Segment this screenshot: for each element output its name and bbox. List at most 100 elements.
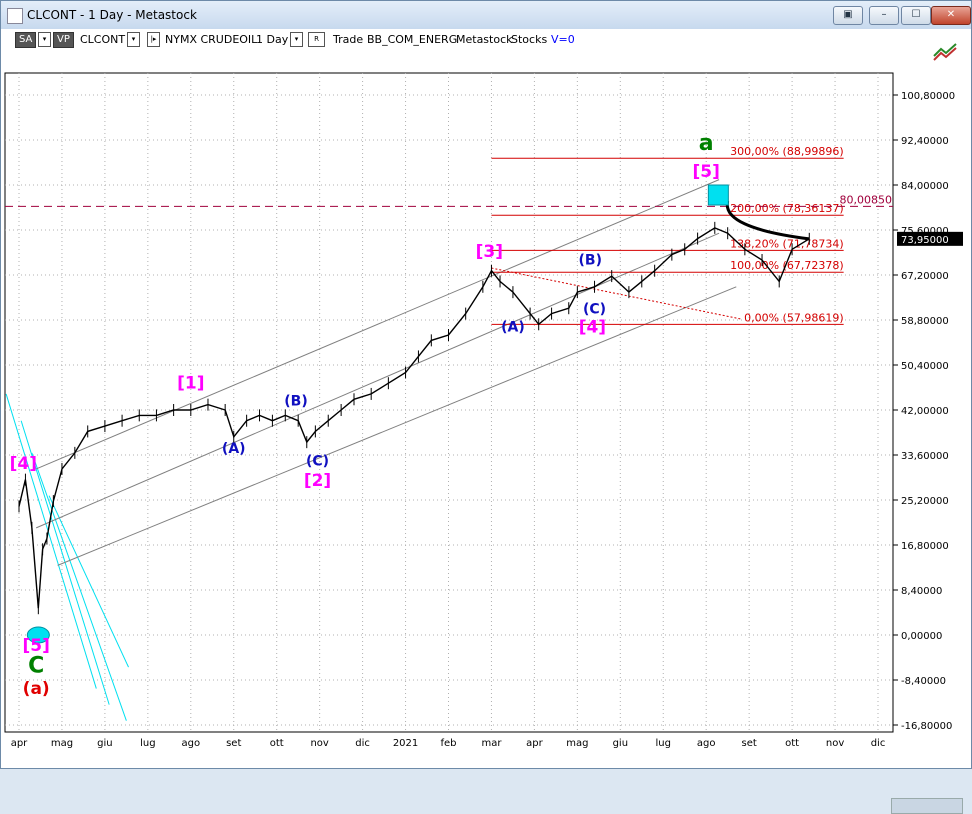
x-tick-label: set <box>742 738 757 749</box>
x-tick-label: ott <box>785 738 799 749</box>
wave-label: C <box>28 654 44 679</box>
instrument-name: NYMX CRUDEOIL <box>165 33 258 46</box>
nav-icon[interactable]: |▸ <box>147 32 160 47</box>
x-tick-label: mag <box>51 738 73 749</box>
cyan-channel-line <box>5 393 97 689</box>
last-price-label: 73,95000 <box>901 235 949 246</box>
y-tick-label: 33,60000 <box>901 451 949 462</box>
mode-button-label: R <box>314 35 319 43</box>
x-tick-label: ago <box>182 738 201 749</box>
x-tick-label: mag <box>566 738 588 749</box>
x-tick-label: dic <box>355 738 370 749</box>
symbol-dropdown-icon[interactable]: ▾ <box>127 32 140 47</box>
channel-middle <box>35 232 720 529</box>
x-tick-label: nov <box>310 738 328 749</box>
x-tick-label: feb <box>440 738 456 749</box>
wave-label: (a) <box>23 679 50 699</box>
wave-label: (C) <box>306 454 329 470</box>
y-tick-label: 42,00000 <box>901 406 949 417</box>
channel-lower <box>57 286 737 566</box>
cyan-channel-line <box>31 452 127 721</box>
channel-upper <box>35 179 720 470</box>
x-tick-label: giu <box>613 738 628 749</box>
mode-button[interactable]: R <box>308 32 325 47</box>
restore-chart-button[interactable]: ▣ <box>833 6 863 25</box>
fib-level-label: 300,00% (88,99896) <box>730 145 844 158</box>
wave-label: a <box>699 131 714 156</box>
sa-button[interactable]: SA <box>15 32 37 48</box>
plot-frame <box>4 72 894 733</box>
x-tick-label: ago <box>697 738 716 749</box>
sa-dropdown-icon[interactable]: ▾ <box>38 32 51 47</box>
source-label: Metastock <box>456 33 513 46</box>
close-button[interactable]: ✕ <box>931 6 971 25</box>
x-tick-label: apr <box>526 738 543 749</box>
wave-label: [4] <box>10 454 37 474</box>
minimize-button[interactable]: – <box>869 6 899 25</box>
window-title: CLCONT - 1 Day - Metastock <box>27 8 197 22</box>
x-tick-label: ott <box>270 738 284 749</box>
y-tick-label: 16,80000 <box>901 541 949 552</box>
price-chart[interactable]: apr mag giu lug ago set ott nov dic 2021 feb mar apr… <box>1 53 971 768</box>
wave-label: (A) <box>222 441 246 457</box>
app-icon <box>7 8 23 24</box>
y-tick-label: -16,80000 <box>901 721 952 732</box>
y-tick-label: 0,00000 <box>901 631 942 642</box>
wave-label: [5] <box>22 636 49 656</box>
x-tick-label: 2021 <box>393 738 418 749</box>
y-tick-label: 84,00000 <box>901 181 949 192</box>
wave-label: (A) <box>501 319 525 335</box>
wave-label: (C) <box>583 302 606 318</box>
y-tick-label: 75,60000 <box>901 226 949 237</box>
last-price-tag <box>897 231 963 246</box>
category-label: BB_COM_ENERG <box>367 33 458 46</box>
chart-toolbar: SA ▾ VP CLCONT ▾ |▸ NYMX CRUDEOIL 1 Day … <box>1 29 971 53</box>
x-tick-label: set <box>226 738 241 749</box>
symbol-label: CLCONT <box>80 33 126 46</box>
wave-label: [4] <box>579 317 606 337</box>
x-tick-label: lug <box>140 738 155 749</box>
y-tick-label: 8,40000 <box>901 586 942 597</box>
chart-area[interactable]: apr mag giu lug ago set ott nov dic 2021 feb mar apr… <box>1 53 971 814</box>
dashed-level-label: 80,00850 <box>840 193 893 206</box>
target-box <box>707 184 729 206</box>
y-tick-label: 92,40000 <box>901 136 949 147</box>
stocks-label: Stocks <box>511 33 548 46</box>
x-tick-label: lug <box>656 738 671 749</box>
y-tick-label: 25,20000 <box>901 496 949 507</box>
fib-level-label: 200,00% (78,36137) <box>730 202 844 215</box>
x-tick-label: apr <box>11 738 28 749</box>
period-dropdown-icon[interactable]: ▾ <box>290 32 303 47</box>
low-marker <box>26 626 50 644</box>
maximize-button[interactable]: ☐ <box>901 6 931 25</box>
price-line <box>18 227 810 609</box>
title-bar[interactable]: CLCONT - 1 Day - Metastock ▣ – ☐ ✕ <box>1 1 971 29</box>
y-tick-label: 58,80000 <box>901 316 949 327</box>
x-tick-label: mar <box>481 738 502 749</box>
wave-label: (B) <box>284 394 307 410</box>
y-tick-label: 67,20000 <box>901 271 949 282</box>
fib-level-label: 0,00% (57,98619) <box>744 311 844 324</box>
horizontal-scrollbar[interactable] <box>891 798 963 814</box>
trade-label[interactable]: Trade <box>333 33 364 46</box>
wave-label: [5] <box>693 162 720 182</box>
cyan-channel-line <box>48 495 129 668</box>
wave-label: [2] <box>304 471 331 491</box>
fib-level-label: 138,20% (71,78734) <box>730 237 844 250</box>
wave-label: [1] <box>177 374 204 394</box>
y-tick-label: -8,40000 <box>901 676 946 687</box>
x-tick-label: dic <box>871 738 886 749</box>
y-tick-label: 100,80000 <box>901 91 955 102</box>
volume-label: V=0 <box>551 33 575 46</box>
x-tick-label: nov <box>826 738 844 749</box>
y-tick-label: 50,40000 <box>901 361 949 372</box>
chart-tools-icon[interactable] <box>932 40 960 62</box>
vp-button[interactable]: VP <box>53 32 74 48</box>
wave-label: [3] <box>476 242 503 262</box>
projection-line <box>725 200 810 241</box>
wave-label: (B) <box>579 252 602 268</box>
period-label: 1 Day <box>256 33 289 46</box>
x-tick-label: giu <box>97 738 112 749</box>
fib-level-label: 100,00% (67,72378) <box>730 259 844 272</box>
